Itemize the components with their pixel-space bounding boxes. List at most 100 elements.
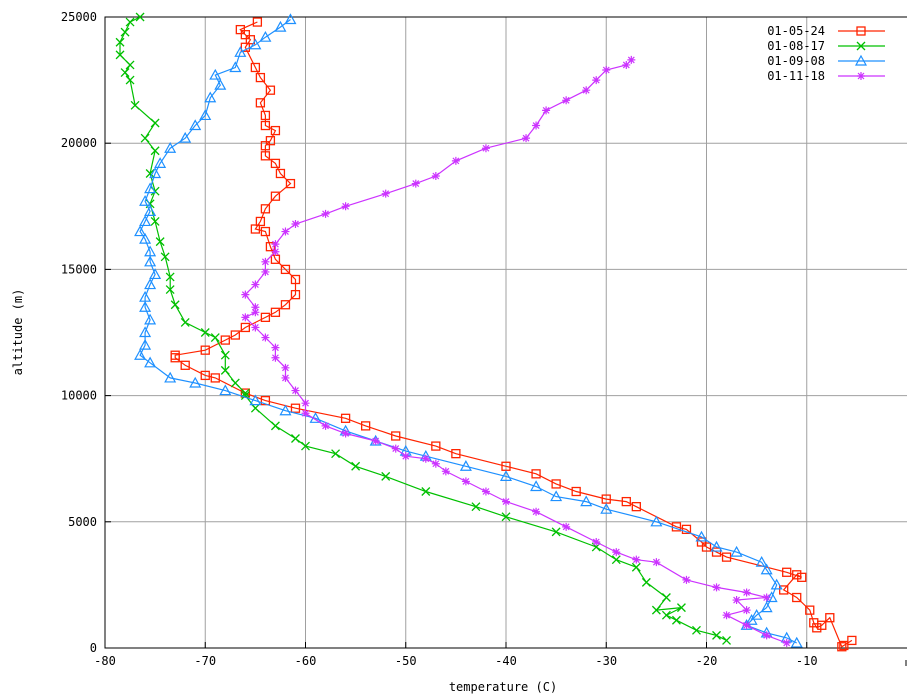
star-point xyxy=(271,353,280,362)
star-point xyxy=(261,333,270,342)
star-point xyxy=(251,323,260,332)
cross-point xyxy=(135,12,145,22)
square-point xyxy=(290,274,301,285)
square-point xyxy=(200,370,210,381)
triangle-point xyxy=(249,394,262,406)
star-point xyxy=(421,454,430,463)
square-point xyxy=(265,242,276,252)
square-point xyxy=(701,542,712,552)
square-point xyxy=(180,360,190,370)
square-point xyxy=(797,572,807,582)
square-point xyxy=(240,30,251,40)
x-tick-label: -20 xyxy=(696,654,718,668)
cross-point xyxy=(471,502,481,512)
square-point xyxy=(792,570,802,580)
triangle-point xyxy=(730,545,743,557)
triangle-point xyxy=(790,636,803,648)
star-point xyxy=(371,437,380,446)
triangle-point xyxy=(189,376,202,388)
cross-point xyxy=(240,388,250,398)
triangle-point xyxy=(144,356,157,368)
triangle-point xyxy=(139,301,152,312)
triangle-point xyxy=(249,38,262,50)
star-point xyxy=(592,537,601,546)
triangle-point xyxy=(144,313,157,325)
triangle-point xyxy=(760,601,773,613)
triangle-point xyxy=(219,384,232,396)
square-point xyxy=(290,289,301,300)
square-point xyxy=(260,151,271,161)
square-point xyxy=(260,312,271,323)
y-tick-label: 5000 xyxy=(68,515,97,529)
legend-label: 01-11-18 xyxy=(767,69,825,83)
cross-point xyxy=(230,378,240,388)
square-point xyxy=(531,469,541,479)
cross-point xyxy=(220,365,230,375)
square-point xyxy=(631,502,641,512)
cross-point xyxy=(180,317,190,327)
triangle-point xyxy=(214,78,227,90)
cross-point xyxy=(130,100,140,110)
star-point xyxy=(742,588,751,597)
cross-point xyxy=(160,252,170,262)
cross-point xyxy=(671,615,681,625)
cross-point xyxy=(381,471,391,481)
square-point xyxy=(571,486,581,497)
square-point xyxy=(260,120,271,131)
cross-point xyxy=(125,17,135,27)
series-01-08-17 xyxy=(115,12,732,645)
triangle-point xyxy=(580,495,593,507)
star-point xyxy=(271,343,280,352)
square-point xyxy=(275,168,286,179)
star-point xyxy=(291,386,300,395)
x-axis-label: temperature (C) xyxy=(449,680,557,694)
cross-point xyxy=(856,41,866,51)
cross-point xyxy=(661,610,671,620)
star-point xyxy=(451,156,460,165)
cross-point xyxy=(210,333,220,343)
cross-point xyxy=(125,75,135,85)
star-point xyxy=(301,409,310,418)
triangle-point xyxy=(530,480,543,492)
star-point xyxy=(321,209,330,218)
square-point xyxy=(837,642,847,652)
triangle-point xyxy=(149,268,162,280)
star-point xyxy=(271,247,280,256)
star-point xyxy=(542,106,551,115)
star-point xyxy=(622,60,631,69)
square-point xyxy=(210,373,220,383)
cross-point xyxy=(200,328,210,337)
square-point xyxy=(240,322,251,333)
cross-point xyxy=(551,527,561,537)
cross-point xyxy=(155,237,165,247)
triangle-point xyxy=(149,167,162,179)
cross-point xyxy=(270,421,280,431)
legend-label: 01-08-17 xyxy=(767,39,825,53)
triangle-point xyxy=(499,470,513,481)
star-point xyxy=(481,487,490,496)
cross-point xyxy=(661,593,671,602)
star-point xyxy=(712,583,721,592)
star-point xyxy=(782,638,791,647)
cross-point xyxy=(641,577,651,587)
star-point xyxy=(742,621,751,630)
star-point xyxy=(431,172,440,181)
square-point xyxy=(270,307,281,317)
triangle-point xyxy=(755,555,768,567)
square-point xyxy=(280,300,291,310)
star-point xyxy=(532,121,541,130)
star-point xyxy=(431,459,440,468)
star-point xyxy=(732,596,741,605)
y-axis-label: altitude (m) xyxy=(11,289,25,376)
star-point xyxy=(502,497,510,506)
square-point xyxy=(451,449,461,459)
star-point xyxy=(321,421,330,430)
square-point xyxy=(792,592,802,603)
star-point xyxy=(762,593,771,602)
triangle-point xyxy=(139,215,152,227)
x-tick-label: -70 xyxy=(194,654,216,668)
triangle-point xyxy=(279,404,292,416)
cross-point xyxy=(331,449,341,459)
triangle-point xyxy=(144,205,157,216)
